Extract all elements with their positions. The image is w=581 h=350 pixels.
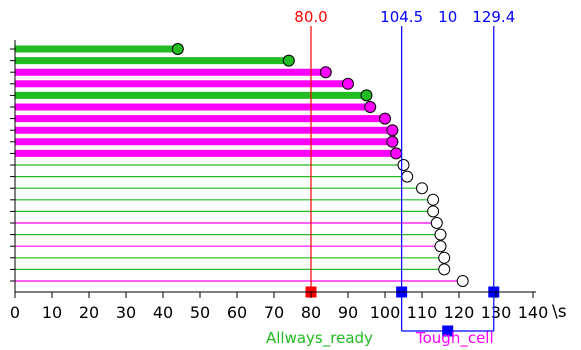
row [10, 171, 413, 182]
x-tick-label: 140 [518, 303, 549, 322]
row-dot [343, 78, 354, 89]
x-tick-label: 60 [227, 303, 247, 322]
row [10, 160, 409, 171]
x-tick-label: 70 [264, 303, 284, 322]
row [10, 55, 294, 66]
row [10, 148, 402, 159]
row [10, 102, 376, 113]
rows-layer [10, 44, 468, 287]
x-tick-label: 110 [407, 303, 438, 322]
row [10, 229, 446, 240]
row-dot [428, 194, 439, 205]
row-dot [435, 241, 446, 252]
row [10, 218, 442, 229]
row-dot [387, 125, 398, 136]
marker-label: 104.5 [380, 8, 423, 26]
row-dot [402, 171, 413, 182]
x-tick-label: 40 [153, 303, 173, 322]
bracket-layer: 10 [402, 8, 494, 337]
x-tick-label: 20 [79, 303, 99, 322]
row-dot [365, 102, 376, 113]
row-dot [398, 160, 409, 171]
row-dot [428, 206, 439, 217]
ticks-layer: 0 10 20 30 40 50 60 70 80 90 100 110 120 130 140 [10, 292, 548, 322]
row-dot [283, 55, 294, 66]
row [10, 264, 450, 275]
row [10, 194, 439, 205]
row [10, 113, 391, 124]
row [10, 241, 446, 252]
x-tick-label: 80 [301, 303, 321, 322]
marker-label: 80.0 [294, 8, 327, 26]
marker-label: 129.4 [472, 8, 515, 26]
row-dot [387, 136, 398, 147]
row-dot [417, 183, 428, 194]
row [10, 136, 398, 147]
row [10, 78, 354, 89]
x-tick-label: 90 [338, 303, 358, 322]
row [10, 252, 450, 263]
bracket-label: 10 [438, 8, 457, 26]
row [10, 183, 428, 194]
row-dot [435, 229, 446, 240]
row [10, 125, 398, 136]
x-tick-label: 50 [190, 303, 210, 322]
x-tick-label: 100 [370, 303, 401, 322]
row-dot [439, 252, 450, 263]
row [10, 67, 331, 78]
row [10, 44, 183, 55]
x-tick-label: 10 [42, 303, 62, 322]
row-dot [361, 90, 372, 101]
x-tick-label: 30 [116, 303, 136, 322]
row [10, 90, 372, 101]
x-tick-label: 120 [444, 303, 475, 322]
row [10, 206, 439, 217]
x-tick-label: 130 [481, 303, 512, 322]
row-dot [320, 67, 331, 78]
row-dot [457, 276, 468, 287]
row-dot [380, 113, 391, 124]
row-dot [172, 44, 183, 55]
row [10, 276, 468, 287]
legend-allways-ready: Allways_ready [266, 329, 373, 348]
x-tick-label: 0 [10, 303, 20, 322]
row-dot [431, 218, 442, 229]
x-unit-label: \s [552, 302, 567, 322]
legend-tough-cell: Tough_cell [415, 329, 494, 348]
row-dot [391, 148, 402, 159]
row-dot [439, 264, 450, 275]
